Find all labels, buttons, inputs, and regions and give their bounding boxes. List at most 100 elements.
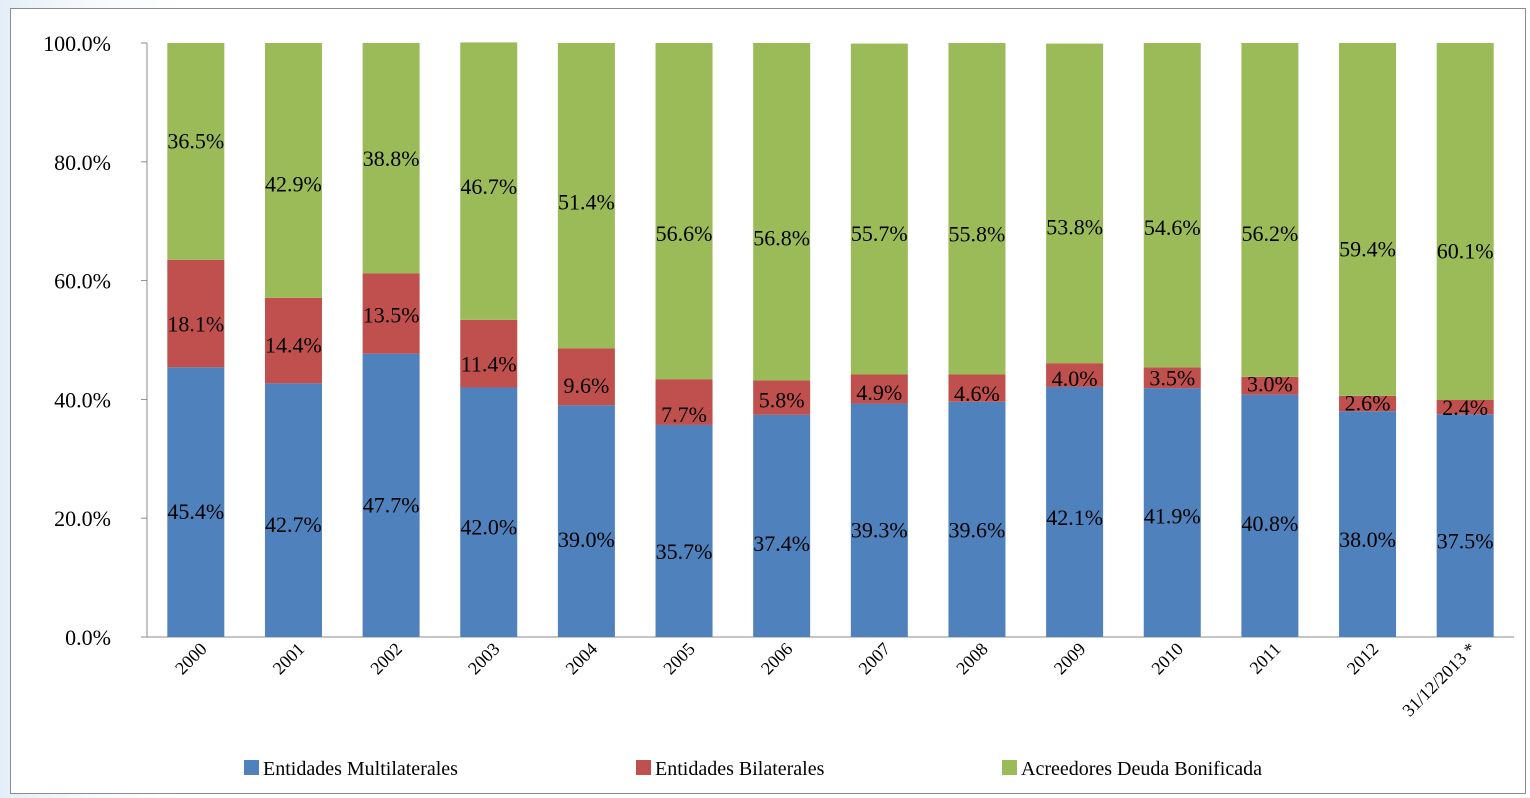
data-label: 56.6%: [656, 221, 713, 246]
x-tick-label: 2011: [1246, 639, 1285, 678]
data-label: 55.8%: [949, 222, 1006, 247]
data-label: 9.6%: [563, 373, 609, 398]
data-label: 39.6%: [949, 517, 1006, 542]
bar-segment: [1436, 399, 1494, 415]
data-label: 7.7%: [661, 402, 707, 427]
data-label: 51.4%: [558, 190, 615, 215]
x-tick-label: 2010: [1147, 639, 1187, 679]
x-tick-label: 2002: [366, 639, 406, 679]
x-tick-label: 2008: [952, 639, 992, 679]
bar-segment: [362, 353, 420, 637]
bar-segment: [557, 43, 615, 349]
bar-segment: [1339, 43, 1397, 396]
bar-segment: [264, 297, 322, 384]
data-label: 4.9%: [856, 380, 902, 405]
y-tick-label: 100.0%: [43, 31, 111, 56]
data-label: 18.1%: [167, 312, 224, 337]
bar-segment: [167, 367, 225, 637]
bar-segment: [850, 374, 908, 404]
data-label: 56.2%: [1241, 221, 1298, 246]
bar-segment: [1143, 367, 1201, 389]
y-tick-label: 0.0%: [65, 625, 111, 650]
x-tick-label: 2005: [659, 639, 699, 679]
bar-segment: [753, 414, 811, 637]
data-label: 38.8%: [363, 146, 420, 171]
bar-segment: [655, 43, 713, 380]
x-tick-label: 2012: [1343, 639, 1383, 679]
bar-segment: [1241, 43, 1299, 377]
bar-segment: [948, 401, 1006, 637]
bar-segment: [948, 374, 1006, 402]
data-label: 5.8%: [759, 388, 805, 413]
data-label: 46.7%: [460, 174, 517, 199]
bar-segment: [557, 405, 615, 637]
data-label: 37.5%: [1437, 529, 1494, 554]
bar-segment: [264, 383, 322, 637]
y-tick-label: 20.0%: [54, 506, 111, 531]
bar-segment: [167, 259, 225, 368]
bar-segment: [1143, 388, 1201, 637]
data-label: 14.4%: [265, 333, 322, 358]
x-tick-label: 2006: [757, 639, 797, 679]
y-tick-label: 60.0%: [54, 269, 111, 294]
bar-segment: [460, 319, 518, 388]
bar-segment: [362, 43, 420, 274]
bar-segment: [557, 348, 615, 406]
data-label: 36.5%: [167, 128, 224, 153]
x-tick-label: 31/12/2013 *: [1398, 639, 1480, 721]
bar-segment: [948, 43, 1006, 375]
data-label: 59.4%: [1339, 236, 1396, 261]
data-label: 13.5%: [363, 303, 420, 328]
x-tick-label: 2007: [855, 639, 895, 679]
legend-label: Entidades Bilaterales: [655, 758, 825, 780]
data-label: 42.7%: [265, 512, 322, 537]
data-label: 54.6%: [1144, 215, 1201, 240]
data-label: 40.8%: [1241, 511, 1298, 536]
legend-label: Entidades Multilaterales: [263, 758, 458, 780]
bar-segment: [655, 379, 713, 425]
bar-segment: [753, 380, 811, 415]
data-label: 39.3%: [851, 517, 908, 542]
x-tick-label: 2004: [562, 639, 602, 679]
bar-segment: [1046, 386, 1104, 637]
bar-segment: [1339, 395, 1397, 412]
data-label: 35.7%: [656, 539, 713, 564]
data-label: 42.0%: [460, 514, 517, 539]
legend-label: Acreedores Deuda Bonificada: [1021, 758, 1262, 780]
bar-segment: [850, 403, 908, 637]
legend-swatch: [244, 760, 259, 775]
data-label: 45.4%: [167, 499, 224, 524]
data-label: 4.0%: [1052, 366, 1098, 391]
bar-segment: [460, 42, 518, 320]
data-label: 55.7%: [851, 221, 908, 246]
x-tick-label: 2009: [1050, 639, 1090, 679]
bar-segment: [1339, 411, 1397, 637]
data-label: 42.1%: [1046, 505, 1103, 530]
bar-segment: [1241, 376, 1299, 395]
bar-segment: [1436, 43, 1494, 400]
bar-segment: [1143, 43, 1201, 368]
x-tick-label: 2000: [171, 639, 211, 679]
data-label: 42.9%: [265, 171, 322, 196]
bar-segment: [655, 424, 713, 637]
y-tick-label: 40.0%: [54, 387, 111, 412]
data-label: 38.0%: [1339, 527, 1396, 552]
data-label: 39.0%: [558, 527, 615, 552]
data-label: 3.5%: [1149, 366, 1195, 391]
bar-segment: [460, 387, 518, 637]
data-label: 47.7%: [363, 492, 420, 517]
y-tick-label: 80.0%: [54, 150, 111, 175]
legend-swatch: [636, 760, 651, 775]
bar-segment: [1046, 363, 1104, 387]
data-label: 60.1%: [1437, 238, 1494, 263]
bar-segment: [1436, 414, 1494, 637]
legend-swatch: [1002, 760, 1017, 775]
bar-segment: [850, 43, 908, 375]
x-tick-label: 2001: [269, 639, 309, 679]
data-label: 11.4%: [461, 352, 517, 377]
data-label: 41.9%: [1144, 504, 1201, 529]
data-label: 56.8%: [753, 226, 810, 251]
bar-segment: [264, 43, 322, 298]
bar-segment: [1046, 43, 1104, 364]
